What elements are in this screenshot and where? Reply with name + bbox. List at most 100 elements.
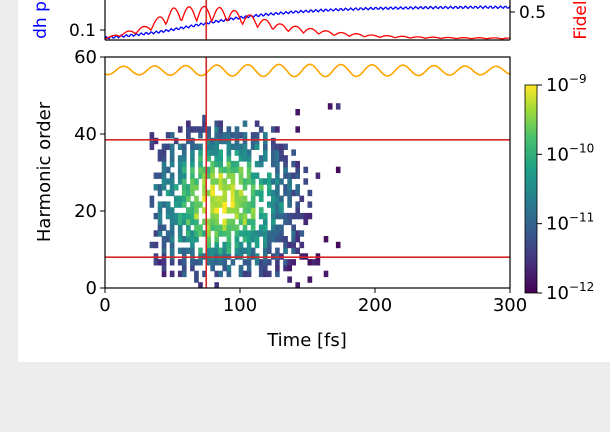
heatmap-cell	[287, 259, 292, 266]
heatmap-cell	[287, 218, 292, 226]
heatmap-cell	[250, 224, 256, 231]
heatmap-cell	[186, 132, 191, 139]
heatmap-cell	[234, 230, 240, 237]
heatmap-cell	[258, 270, 264, 278]
colorbar-tick-label: 10−9	[546, 72, 587, 96]
heatmap-cell	[234, 166, 240, 174]
heatmap-cell	[271, 149, 276, 156]
heatmap-cell	[173, 212, 179, 220]
heatmap-cell	[299, 212, 305, 220]
y-tick-label: 0	[86, 278, 97, 299]
heatmap-cell	[275, 172, 280, 179]
heatmap-cell	[250, 236, 256, 243]
heatmap-cell	[275, 178, 280, 185]
heatmap-cell	[279, 207, 284, 214]
heatmap-cell	[250, 189, 256, 197]
heatmap-cell	[181, 195, 187, 202]
heatmap-cell	[246, 264, 252, 272]
heatmap-cell	[222, 207, 228, 214]
x-tick-label: 200	[358, 295, 392, 316]
top-left-tick-label: 0.1	[69, 21, 96, 41]
heatmap-cell	[283, 218, 288, 226]
heatmap-cell	[161, 236, 167, 243]
heatmap-cell	[173, 184, 179, 191]
heatmap-cell	[190, 230, 195, 237]
heatmap-cell	[214, 259, 219, 266]
heatmap-cell	[226, 218, 232, 226]
heatmap-cell	[214, 120, 219, 127]
heatmap-cell	[177, 178, 183, 185]
heatmap-cell	[258, 189, 264, 197]
top-panel: 0.1 0.5 dh p Fidel	[31, 0, 591, 41]
heatmap-cell	[218, 172, 223, 179]
heatmap-cell	[186, 212, 191, 220]
heatmap-cell	[153, 172, 159, 179]
heatmap-cell	[198, 259, 203, 266]
heatmap-cell	[153, 230, 159, 237]
heatmap-cell	[279, 155, 284, 162]
heatmap-cell	[283, 259, 288, 266]
heatmap-cell	[210, 259, 215, 266]
heatmap-cell	[206, 126, 211, 133]
heatmap-cell	[153, 137, 159, 145]
heatmap-cell	[230, 172, 236, 179]
heatmap-cell	[279, 201, 284, 208]
heatmap-cell	[222, 218, 228, 226]
heatmap-cell	[246, 149, 252, 156]
heatmap-cell	[303, 212, 309, 220]
heatmap-cell	[169, 149, 175, 156]
heatmap-cell	[210, 184, 215, 191]
heatmap-cell	[190, 166, 195, 174]
heatmap-cell	[210, 218, 215, 226]
heatmap-cell	[214, 230, 219, 237]
heatmap-cell	[161, 160, 167, 168]
heatmap-cell	[283, 160, 288, 168]
heatmap-cell	[267, 230, 272, 237]
heatmap-cell	[218, 247, 223, 254]
heatmap-cell	[226, 166, 232, 174]
heatmap-cell	[222, 184, 228, 191]
heatmap-cell	[238, 218, 244, 226]
heatmap-cell	[222, 166, 228, 174]
heatmap-cell	[234, 132, 240, 139]
heatmap-cell	[161, 178, 167, 185]
heatmap-cell	[186, 218, 191, 226]
heatmap-cell	[169, 160, 175, 168]
heatmap-cell	[242, 247, 248, 254]
heatmap-cell	[242, 270, 248, 278]
heatmap-cell	[157, 259, 163, 266]
heatmap-cell	[242, 224, 248, 231]
heatmap-cell	[230, 184, 236, 191]
heatmap-cell	[287, 184, 292, 191]
heatmap-cell	[190, 149, 195, 156]
heatmap-cell	[149, 137, 155, 145]
heatmap-cell	[275, 189, 280, 197]
heatmap-cell	[250, 172, 256, 179]
heatmap-cell	[190, 137, 195, 145]
heatmap-cell	[335, 166, 341, 174]
heatmap-cell	[157, 189, 163, 197]
heatmap-cell	[234, 212, 240, 220]
heatmap-cell	[275, 212, 280, 220]
heatmap-cell	[181, 247, 187, 254]
figure-background	[18, 0, 610, 362]
heatmap-cell	[210, 143, 215, 150]
heatmap-cell	[202, 126, 207, 133]
heatmap-cell	[246, 178, 252, 185]
heatmap-cell	[230, 132, 236, 139]
heatmap-cell	[283, 143, 288, 150]
heatmap-cell	[157, 201, 163, 208]
heatmap-cell	[214, 143, 219, 150]
heatmap-cell	[210, 189, 215, 197]
heatmap-cell	[295, 126, 300, 133]
heatmap-cell	[254, 160, 260, 168]
heatmap-cell	[246, 201, 252, 208]
heatmap-cell	[206, 137, 211, 145]
heatmap-cell	[303, 218, 309, 226]
heatmap-cell	[190, 126, 195, 133]
heatmap-cell	[198, 224, 203, 231]
heatmap-cell	[214, 218, 219, 226]
heatmap-cell	[291, 241, 296, 249]
heatmap-cell	[295, 236, 300, 243]
heatmap-cell	[246, 172, 252, 179]
